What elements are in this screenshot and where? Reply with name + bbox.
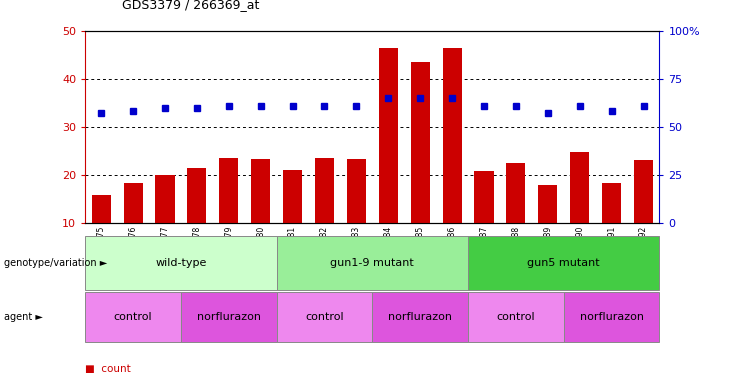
Text: norflurazon: norflurazon [388, 312, 452, 322]
Bar [442, 48, 462, 223]
Bar [411, 62, 430, 223]
Text: control: control [496, 312, 535, 322]
Bar [315, 158, 334, 223]
Bar [602, 183, 621, 223]
Text: ■  count: ■ count [85, 364, 131, 374]
Text: agent ►: agent ► [4, 312, 42, 322]
Text: GDS3379 / 266369_at: GDS3379 / 266369_at [122, 0, 259, 12]
Bar [124, 184, 142, 223]
Bar [156, 175, 175, 223]
Bar [506, 163, 525, 223]
Bar [474, 171, 494, 223]
Bar [187, 169, 207, 223]
Bar [538, 185, 557, 223]
Bar [92, 195, 110, 223]
Bar [283, 170, 302, 223]
Text: wild-type: wild-type [156, 258, 207, 268]
Bar [347, 159, 366, 223]
Text: control: control [305, 312, 344, 322]
Bar [570, 152, 589, 223]
Text: norflurazon: norflurazon [197, 312, 261, 322]
Text: gun5 mutant: gun5 mutant [528, 258, 600, 268]
Text: control: control [114, 312, 153, 322]
Bar [251, 159, 270, 223]
Bar [219, 158, 239, 223]
Bar [379, 48, 398, 223]
Text: gun1-9 mutant: gun1-9 mutant [330, 258, 414, 268]
Text: genotype/variation ►: genotype/variation ► [4, 258, 107, 268]
Text: norflurazon: norflurazon [579, 312, 644, 322]
Bar [634, 161, 653, 223]
